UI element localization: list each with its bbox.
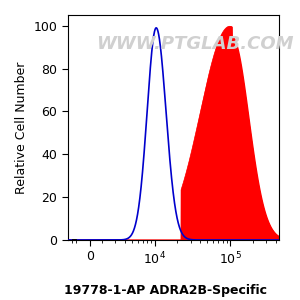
Y-axis label: Relative Cell Number: Relative Cell Number <box>15 61 28 194</box>
Text: WWW.PTGLAB.COM: WWW.PTGLAB.COM <box>96 35 293 53</box>
Text: 19778-1-AP ADRA2B-Specific: 19778-1-AP ADRA2B-Specific <box>64 284 266 297</box>
